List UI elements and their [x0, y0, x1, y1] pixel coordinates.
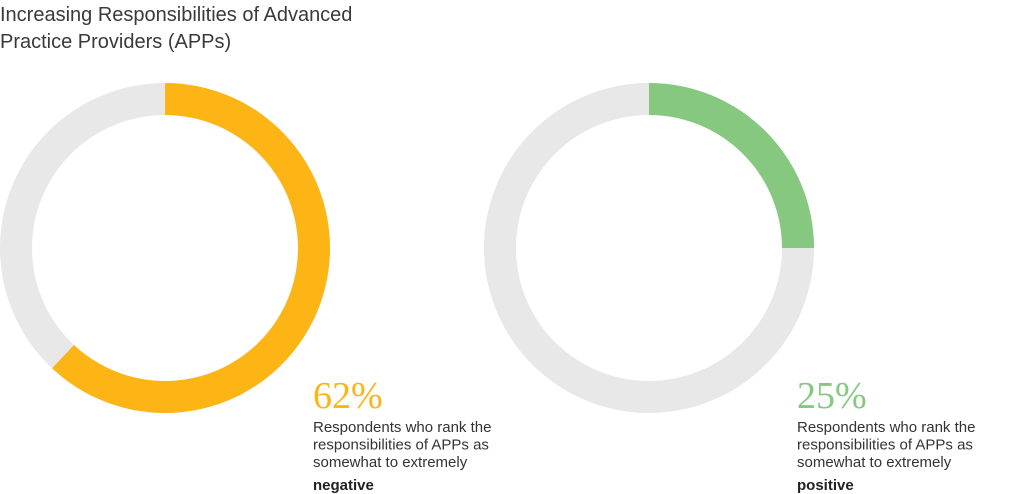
caption: responsibilities of APPs as [797, 437, 973, 454]
value-label: 25% [797, 375, 867, 417]
caption: somewhat to extremely [313, 454, 468, 471]
caption: Respondents who rank the [797, 419, 975, 436]
caption: somewhat to extremely [797, 454, 952, 471]
caption: Respondents who rank the [313, 419, 491, 436]
caption-emphasis: negative [313, 477, 374, 494]
chart-title: Increasing Responsibilities of Advanced … [0, 4, 353, 53]
donut-segment [52, 83, 330, 413]
caption-emphasis: positive [797, 477, 854, 494]
caption: responsibilities of APPs as [313, 437, 489, 454]
donut-segment [649, 83, 814, 248]
value-label: 62% [313, 375, 383, 417]
